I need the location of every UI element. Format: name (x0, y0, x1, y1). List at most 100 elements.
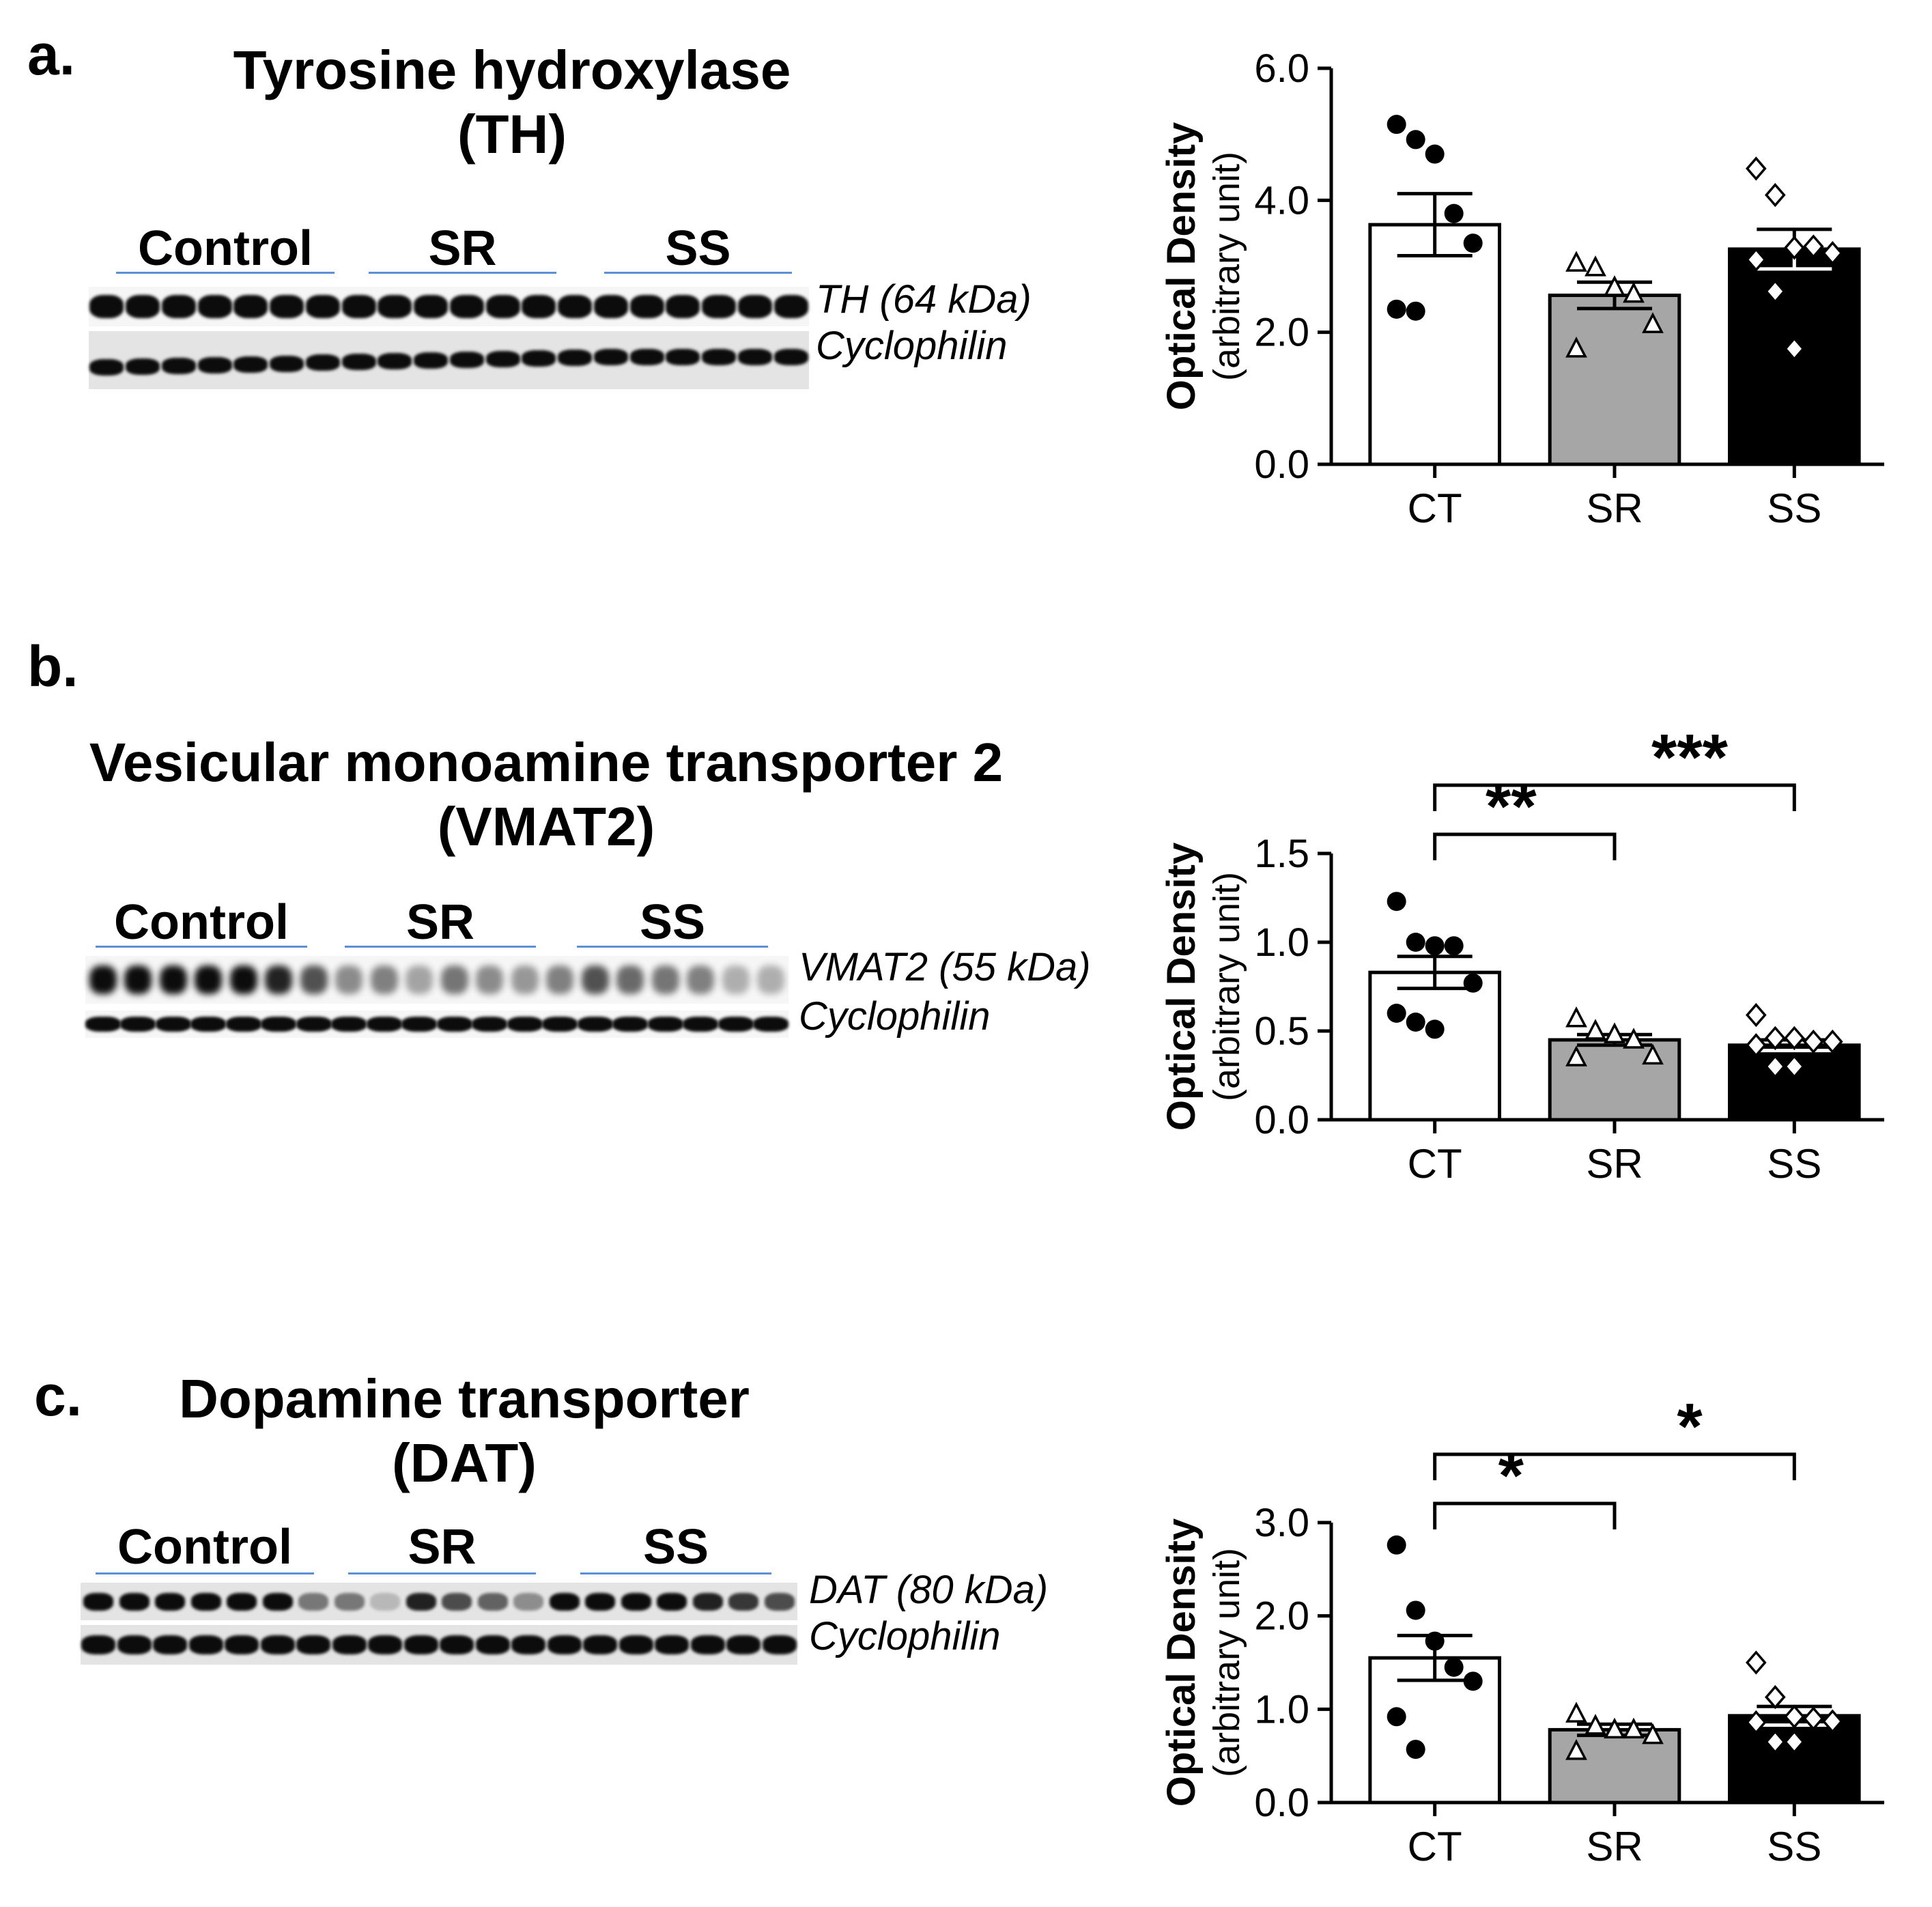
panel-title-line1: Tyrosine hydroxylase (233, 40, 791, 100)
protein-band (89, 295, 124, 318)
data-point (1765, 1729, 1786, 1754)
data-point (1642, 1043, 1664, 1065)
data-point (1746, 156, 1767, 181)
group-underline (116, 272, 335, 274)
y-tick-label: 3.0 (1254, 1501, 1309, 1545)
protein-band (485, 295, 520, 318)
protein-band (440, 1635, 474, 1654)
protein-band (366, 1017, 402, 1032)
protein-band (764, 1592, 795, 1611)
protein-band (585, 1592, 616, 1611)
protein-band (401, 1017, 438, 1032)
protein-band (368, 1635, 403, 1654)
data-point (1387, 299, 1406, 319)
bar-chart-dat: 0.0 1.0 2.0 3.0 Optical Density (arbitrary un… (1126, 1338, 1912, 1898)
panel-title-line1: Vesicular monoamine transporter 2 (89, 732, 1004, 793)
band-label: VMAT2 (55 kDa) (799, 945, 1091, 989)
blot-row (81, 1583, 797, 1620)
significance-label: * (1677, 1390, 1703, 1463)
protein-band (762, 1635, 797, 1654)
data-point (1585, 255, 1606, 277)
data-point (1444, 936, 1464, 956)
data-point (1406, 1600, 1425, 1620)
data-point (1765, 1026, 1786, 1051)
data-point (1623, 281, 1645, 303)
protein-band (477, 1592, 508, 1611)
data-point (1642, 1723, 1664, 1744)
group-label: Control (138, 221, 313, 276)
data-point (1822, 1029, 1843, 1054)
data-point (1463, 234, 1483, 253)
group-underline (96, 1572, 314, 1574)
bar-ss (1728, 1043, 1861, 1122)
protein-band (406, 1592, 436, 1611)
protein-band (690, 1635, 725, 1654)
protein-band (296, 1017, 332, 1032)
panel-title-line1: Dopamine transporter (179, 1368, 750, 1429)
data-point (1425, 1631, 1445, 1651)
significance-label: *** (1651, 721, 1729, 794)
data-point (1746, 1650, 1767, 1675)
group-label: SS (665, 221, 731, 276)
data-point (1444, 1657, 1464, 1677)
data-point (1765, 182, 1786, 208)
protein-band (511, 965, 539, 994)
blot-row (85, 956, 789, 1004)
protein-band (629, 348, 664, 365)
protein-band (155, 1592, 186, 1611)
significance-bracket (1433, 783, 1796, 811)
protein-band (666, 348, 700, 365)
protein-band (117, 1635, 152, 1654)
data-point (1803, 1029, 1824, 1054)
chart-svg: 0.0 0.5 1.0 1.5 Optical Density (arbitrary un… (1159, 721, 1884, 1187)
protein-band (687, 965, 715, 994)
data-point (1406, 301, 1425, 321)
protein-band (378, 295, 412, 318)
protein-band (300, 965, 328, 994)
bar-ct (1368, 970, 1501, 1122)
chart-svg: 0.0 2.0 4.0 6.0 Optical Density (arbitrary un… (1159, 46, 1884, 531)
x-tick-label: CT (1408, 485, 1462, 531)
protein-band (513, 1592, 544, 1611)
y-tick-label: 0.0 (1254, 442, 1309, 487)
data-point (1604, 1717, 1625, 1739)
y-tick-label: 1.0 (1254, 1687, 1309, 1732)
group-label: SR (408, 1520, 477, 1574)
panel-letter: c. (34, 1364, 83, 1428)
protein-band (270, 295, 304, 318)
protein-band (195, 965, 223, 994)
y-axis-sublabel: (arbitrary unit) (1206, 152, 1247, 381)
data-point (1822, 240, 1843, 266)
data-point (1784, 1054, 1805, 1079)
protein-band (773, 348, 808, 365)
protein-band (85, 1017, 121, 1032)
protein-band (666, 295, 700, 318)
data-point (1565, 337, 1587, 358)
protein-band (722, 965, 750, 994)
y-tick-label: 0.0 (1254, 1098, 1309, 1142)
protein-band (296, 1635, 331, 1654)
blot-row (89, 331, 809, 389)
protein-band (331, 1017, 367, 1032)
data-point (1803, 1706, 1824, 1731)
protein-band (485, 350, 520, 367)
protein-band (702, 295, 737, 318)
bar-chart-vmat2: 0.0 0.5 1.0 1.5 Optical Density (arbitrary un… (1126, 669, 1912, 1215)
data-point (1565, 1045, 1587, 1066)
protein-band (718, 1017, 754, 1032)
protein-band (651, 965, 679, 994)
data-point (1784, 1729, 1805, 1754)
protein-band (583, 1635, 618, 1654)
significance-label: ** (1486, 770, 1537, 843)
group-label: SS (639, 895, 706, 950)
protein-band (83, 1592, 114, 1611)
data-point (1746, 1710, 1767, 1735)
data-point (1623, 1028, 1645, 1049)
data-point (1406, 1740, 1425, 1760)
data-point (1623, 1717, 1645, 1739)
group-underline (96, 946, 307, 948)
data-point (1406, 933, 1425, 952)
data-point (1565, 251, 1587, 272)
panel-title: Dopamine transporter (DAT) (123, 1367, 806, 1496)
protein-band (341, 295, 376, 318)
